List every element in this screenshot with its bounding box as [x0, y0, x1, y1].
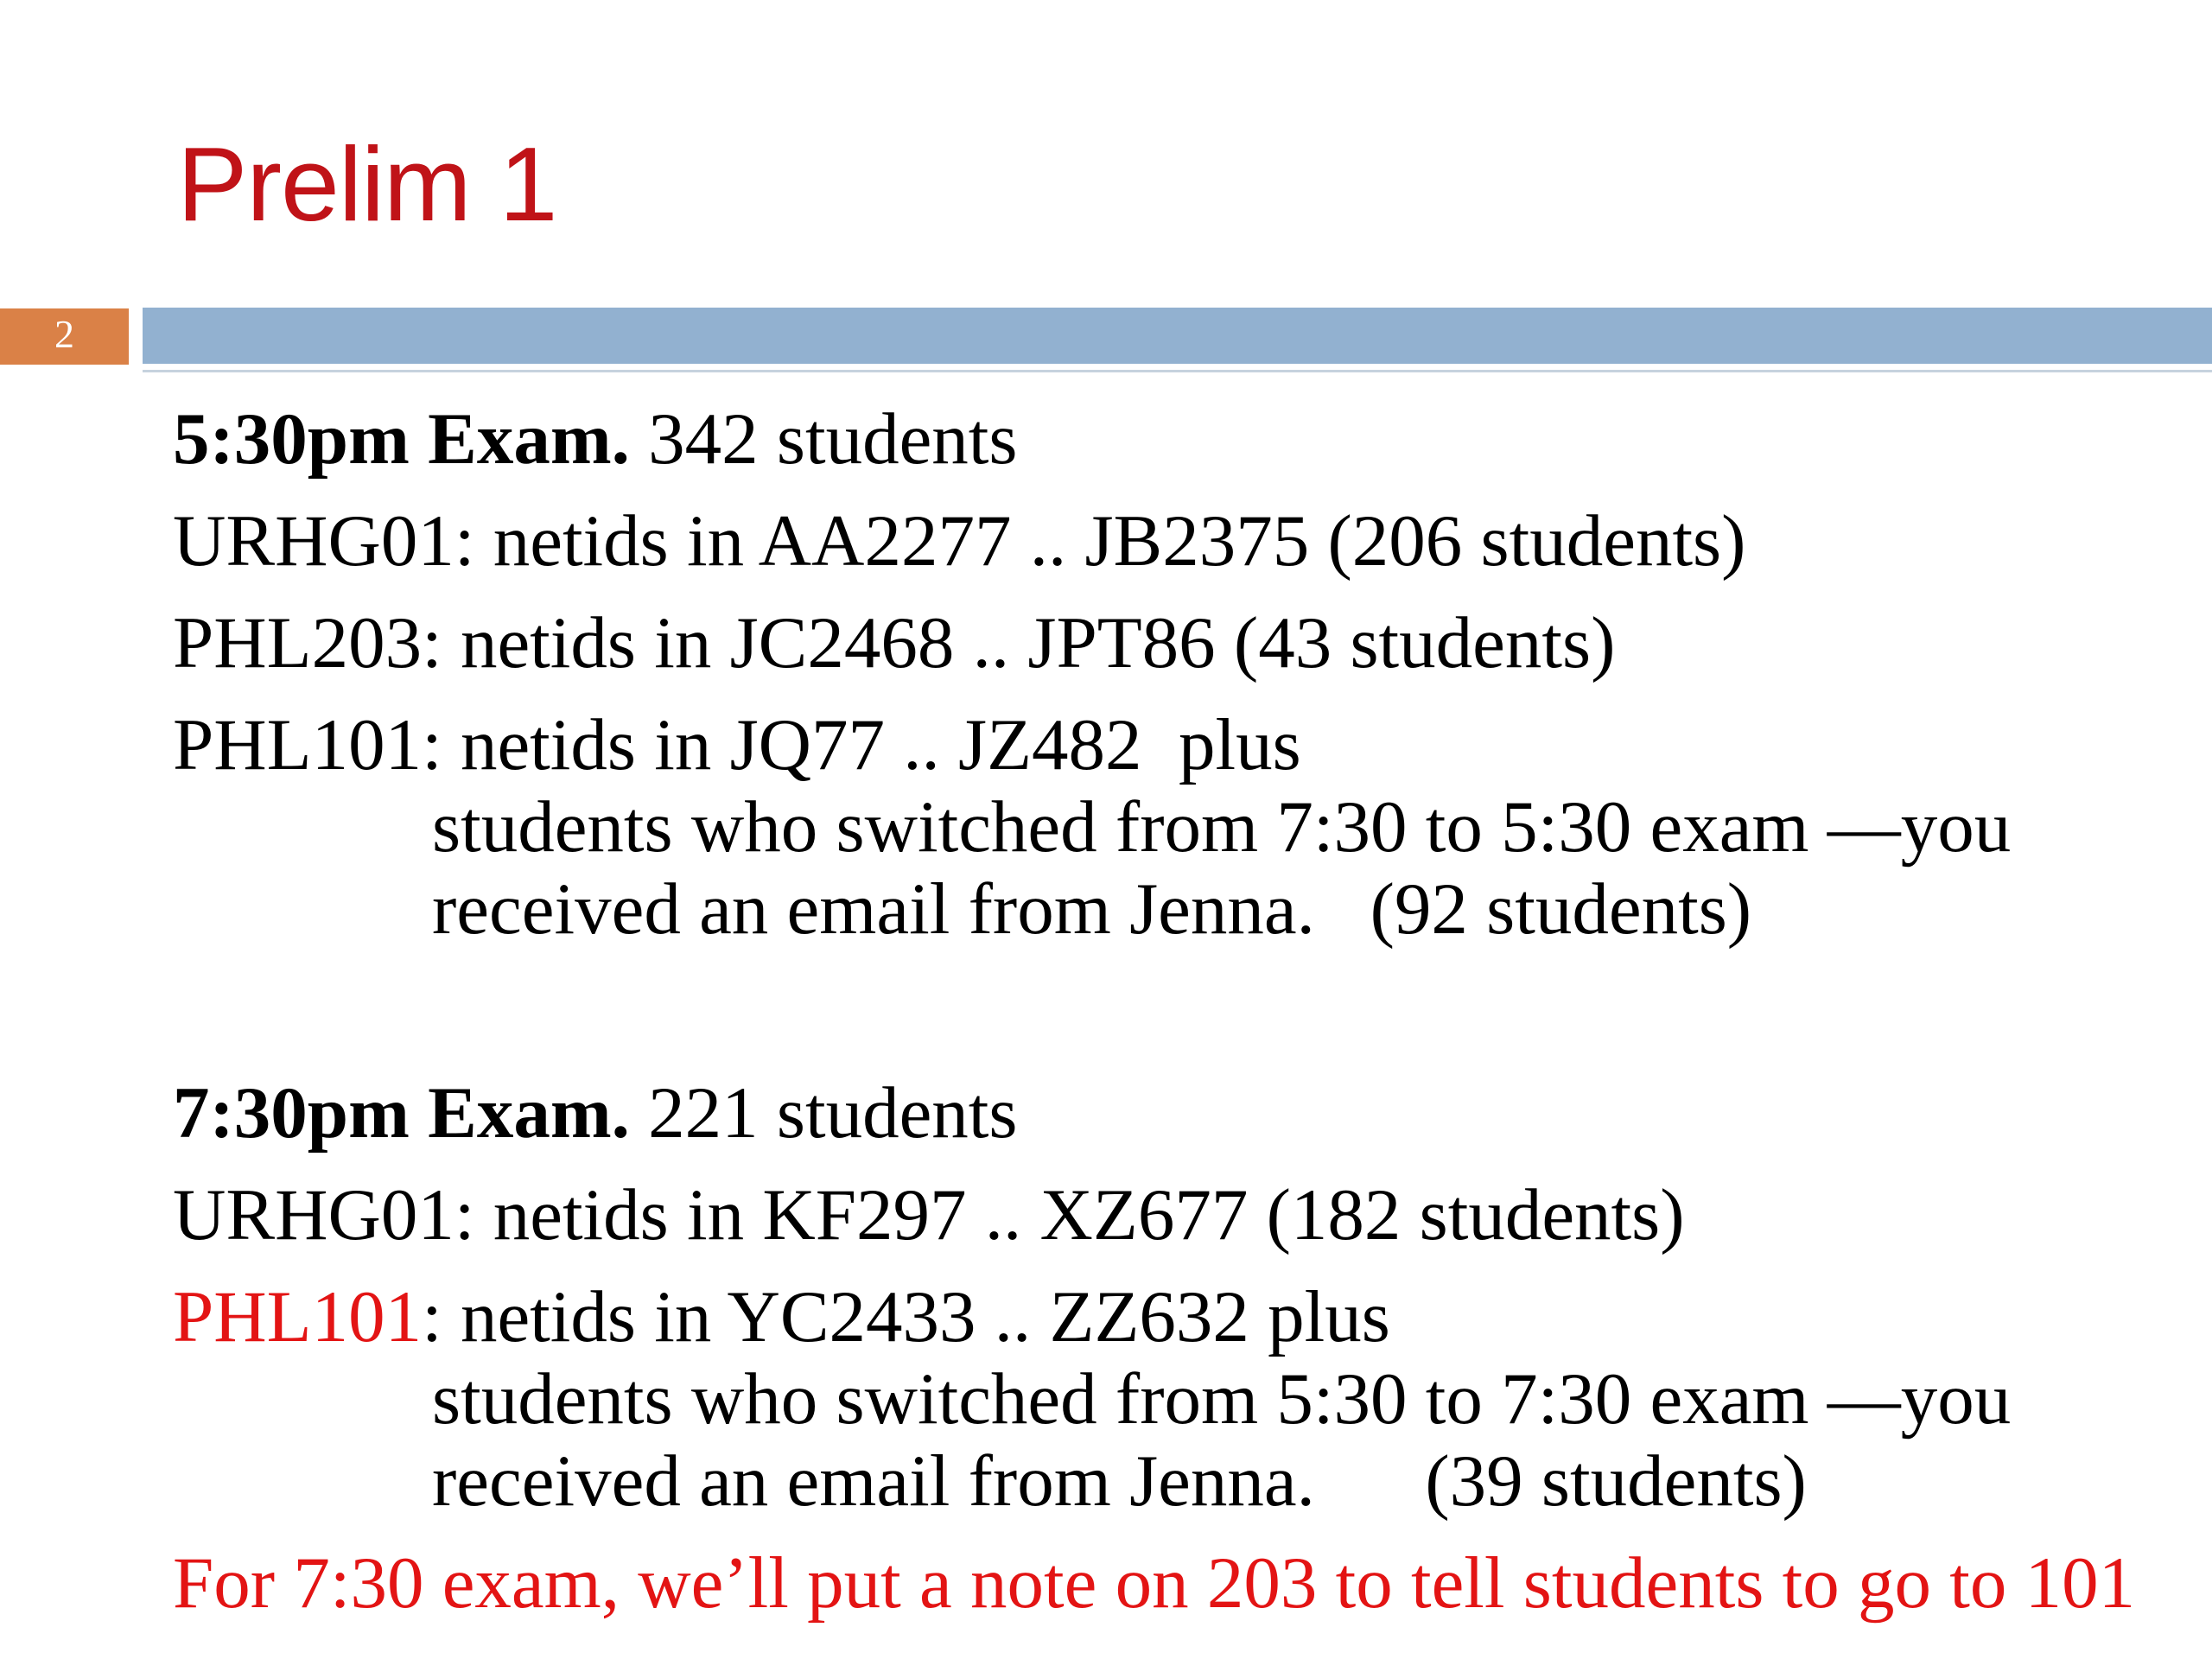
- body-line: PHL203: netids in JC2468 .. JPT86 (43 st…: [173, 602, 2195, 684]
- body-line: For 7:30 exam, we’ll put a note on 203 t…: [173, 1542, 2195, 1624]
- body-paragraph: 5:30pm Exam. 342 students: [173, 398, 2195, 480]
- header-rule: [143, 370, 2212, 372]
- text-run: received an email from Jenna. (39 studen…: [432, 1440, 1807, 1522]
- text-run: 7:30pm Exam.: [173, 1072, 630, 1154]
- body-line: students who switched from 5:30 to 7:30 …: [173, 1358, 2195, 1440]
- text-run: students who switched from 7:30 to 5:30 …: [432, 786, 2012, 868]
- body-line: URHG01: netids in AA2277 .. JB2375 (206 …: [173, 500, 2195, 582]
- body-line: received an email from Jenna. (92 studen…: [173, 868, 2195, 950]
- text-run: 342 students: [629, 398, 1018, 480]
- text-run: received an email from Jenna. (92 studen…: [432, 868, 1752, 950]
- body-paragraph: URHG01: netids in AA2277 .. JB2375 (206 …: [173, 500, 2195, 582]
- body-line: URHG01: netids in KF297 .. XZ677 (182 st…: [173, 1174, 2195, 1256]
- body-paragraph: URHG01: netids in KF297 .. XZ677 (182 st…: [173, 1174, 2195, 1256]
- body-line: PHL101: netids in YC2433 .. ZZ632 plus: [173, 1276, 2195, 1358]
- text-run: URHG01: netids in AA2277 .. JB2375 (206 …: [173, 500, 1746, 582]
- body-paragraph: PHL203: netids in JC2468 .. JPT86 (43 st…: [173, 602, 2195, 684]
- body-line: 5:30pm Exam. 342 students: [173, 398, 2195, 480]
- page-number: 2: [54, 312, 74, 356]
- body-paragraph: 7:30pm Exam. 221 students: [173, 1072, 2195, 1154]
- slide-body: 5:30pm Exam. 342 students URHG01: netids …: [173, 398, 2195, 1644]
- text-run: students who switched from 5:30 to 7:30 …: [432, 1358, 2012, 1440]
- page-number-box: 2: [0, 308, 129, 365]
- red-text-run: PHL101: [173, 1276, 423, 1357]
- text-run: PHL203: netids in JC2468 .. JPT86 (43 st…: [173, 602, 1616, 683]
- text-run: : netids in YC2433 .. ZZ632 plus: [422, 1276, 1390, 1357]
- body-paragraph: PHL101: netids in JQ77 .. JZ482 plus stud…: [173, 704, 2195, 950]
- body-paragraph: For 7:30 exam, we’ll put a note on 203 t…: [173, 1542, 2195, 1624]
- body-paragraph: PHL101: netids in YC2433 .. ZZ632 plus st…: [173, 1276, 2195, 1522]
- body-line: students who switched from 7:30 to 5:30 …: [173, 786, 2195, 868]
- text-run: 221 students: [629, 1072, 1018, 1154]
- text-run: URHG01: netids in KF297 .. XZ677 (182 st…: [173, 1174, 1685, 1255]
- text-run: PHL101: netids in JQ77 .. JZ482 plus: [173, 704, 1301, 785]
- text-run: 5:30pm Exam.: [173, 398, 630, 480]
- body-line: received an email from Jenna. (39 studen…: [173, 1440, 2195, 1522]
- slide-title: Prelim 1: [177, 125, 557, 243]
- red-text-run: For 7:30 exam, we’ll put a note on 203 t…: [173, 1542, 2136, 1624]
- body-line: 7:30pm Exam. 221 students: [173, 1072, 2195, 1154]
- body-line: PHL101: netids in JQ77 .. JZ482 plus: [173, 704, 2195, 786]
- header-bar: [143, 308, 2212, 364]
